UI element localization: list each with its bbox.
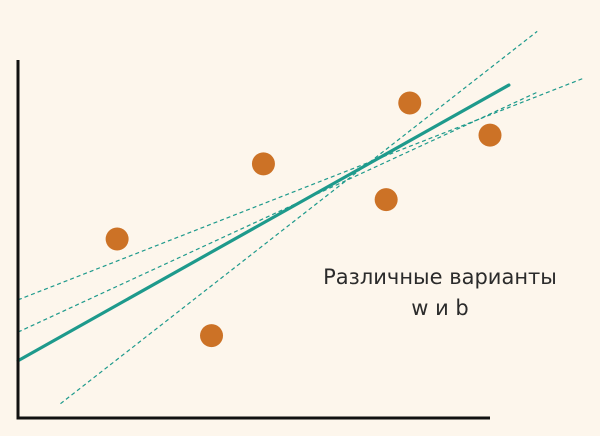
data-point-3 [375,188,398,211]
annotation-line-2: w и b [300,293,580,324]
data-point-4 [398,91,421,114]
annotation-line-1: Различные варианты [300,262,580,293]
data-point-1 [200,324,223,347]
data-point-2 [252,152,275,175]
data-point-0 [106,228,129,251]
annotation-label: Различные варианты w и b [300,262,580,324]
data-point-5 [479,124,502,147]
